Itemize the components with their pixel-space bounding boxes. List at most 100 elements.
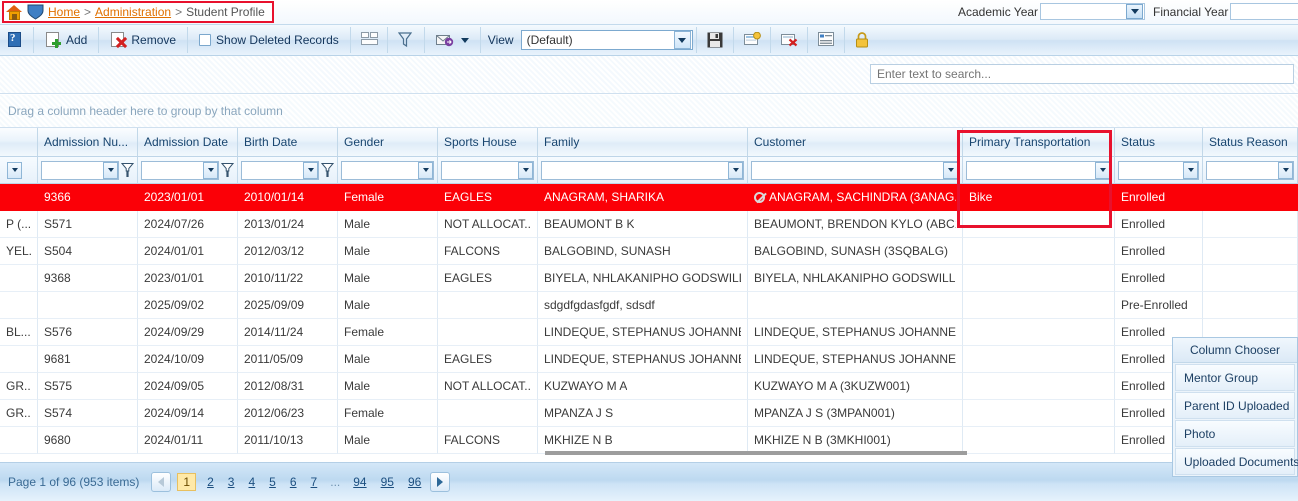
filter-input-8[interactable]: [966, 160, 1111, 180]
table-cell[interactable]: [438, 400, 538, 427]
table-cell[interactable]: Enrolled: [1115, 265, 1203, 292]
page-number-current[interactable]: 1: [177, 473, 197, 491]
funnel-icon[interactable]: [120, 162, 135, 178]
table-cell[interactable]: 2024/01/01: [138, 238, 238, 265]
table-row[interactable]: 9680 2024/01/11 2011/10/13 Male FALCONS MKHIZ…: [0, 427, 1298, 454]
table-row[interactable]: 9366 2023/01/01 2010/01/14 Female EAGLES ANAG…: [0, 184, 1298, 211]
table-cell[interactable]: [1203, 292, 1298, 319]
table-cell[interactable]: Enrolled: [1115, 211, 1203, 238]
table-cell[interactable]: BALGOBIND, SUNASH (3SQBALG): [748, 238, 963, 265]
table-cell[interactable]: BALGOBIND, SUNASH: [538, 238, 748, 265]
table-cell[interactable]: EAGLES: [438, 184, 538, 211]
table-cell[interactable]: YEL...: [0, 238, 38, 265]
filter-dropdown-icon[interactable]: [203, 161, 218, 179]
filter-dropdown-icon[interactable]: [1095, 161, 1110, 179]
table-cell[interactable]: [963, 427, 1115, 454]
table-cell[interactable]: 2024/07/26: [138, 211, 238, 238]
table-cell[interactable]: 9680: [38, 427, 138, 454]
column-chooser-item-parent-id-uploaded[interactable]: Parent ID Uploaded: [1175, 392, 1295, 419]
filter-input-7[interactable]: [751, 160, 959, 180]
table-row[interactable]: GR... S574 2024/09/14 2012/06/23 Female MPANZ…: [0, 400, 1298, 427]
column-chooser-item-uploaded-documents[interactable]: Uploaded Documents: [1175, 448, 1298, 475]
table-cell[interactable]: Bike: [963, 184, 1115, 211]
table-cell[interactable]: Male: [338, 211, 438, 238]
table-cell[interactable]: EAGLES: [438, 265, 538, 292]
table-row[interactable]: 2025/09/02 2025/09/09 Male sdgdfgdasfgdf, s…: [0, 292, 1298, 319]
table-row[interactable]: YEL... S504 2024/01/01 2012/03/12 Male FALCON…: [0, 238, 1298, 265]
table-cell[interactable]: Female: [338, 319, 438, 346]
table-cell[interactable]: [963, 346, 1115, 373]
table-cell[interactable]: 2010/11/22: [238, 265, 338, 292]
table-cell[interactable]: Enrolled: [1115, 238, 1203, 265]
page-number-link[interactable]: 6: [289, 475, 297, 489]
table-cell[interactable]: [963, 292, 1115, 319]
filter-button[interactable]: [391, 27, 421, 53]
column-header-gender[interactable]: Gender: [338, 128, 438, 157]
table-cell[interactable]: 9681: [38, 346, 138, 373]
help-button[interactable]: ?: [0, 27, 30, 53]
column-chooser-item-mentor-group[interactable]: Mentor Group: [1175, 364, 1295, 391]
table-row[interactable]: GR... S575 2024/09/05 2012/08/31 Male NOT ALL…: [0, 373, 1298, 400]
table-cell[interactable]: KUZWAYO M A (3KUZW001): [748, 373, 963, 400]
filter-input-3[interactable]: [241, 160, 319, 180]
table-cell[interactable]: 2010/01/14: [238, 184, 338, 211]
table-cell[interactable]: 2025/09/09: [238, 292, 338, 319]
table-cell[interactable]: [38, 292, 138, 319]
view-select[interactable]: (Default): [520, 30, 693, 50]
column-chooser-item-photo[interactable]: Photo: [1175, 420, 1295, 447]
table-cell[interactable]: 2011/10/13: [238, 427, 338, 454]
table-cell[interactable]: Male: [338, 292, 438, 319]
table-cell[interactable]: Male: [338, 373, 438, 400]
filter-input-2[interactable]: [141, 160, 219, 180]
page-number-link[interactable]: 7: [310, 475, 318, 489]
filter-input-10[interactable]: [1206, 160, 1294, 180]
table-cell[interactable]: [963, 373, 1115, 400]
table-cell[interactable]: Female: [338, 184, 438, 211]
table-cell[interactable]: EAGLES: [438, 346, 538, 373]
table-cell[interactable]: [963, 265, 1115, 292]
breadcrumb-home-link[interactable]: Home: [48, 5, 81, 19]
group-by-panel[interactable]: Drag a column header here to group by th…: [0, 95, 1298, 128]
chevron-down-icon[interactable]: [673, 31, 691, 49]
table-cell[interactable]: Female: [338, 400, 438, 427]
chevron-down-icon[interactable]: [1126, 4, 1144, 19]
table-cell[interactable]: 2012/03/12: [238, 238, 338, 265]
column-header-customer[interactable]: Customer: [748, 128, 963, 157]
table-cell[interactable]: 2023/01/01: [138, 184, 238, 211]
table-cell[interactable]: [748, 292, 963, 319]
detail-view-button[interactable]: [811, 27, 841, 53]
column-header-admission-nu[interactable]: Admission Nu...: [38, 128, 138, 157]
table-row[interactable]: 9681 2024/10/09 2011/05/09 Male EAGLES LINDEQ…: [0, 346, 1298, 373]
table-cell[interactable]: KUZWAYO M A: [538, 373, 748, 400]
table-row[interactable]: 9368 2023/01/01 2010/11/22 Male EAGLES BIYELA…: [0, 265, 1298, 292]
filter-dropdown-icon[interactable]: [418, 161, 433, 179]
table-cell[interactable]: MKHIZE N B (3MKHI001): [748, 427, 963, 454]
column-header-status[interactable]: Status: [1115, 128, 1203, 157]
table-cell[interactable]: Enrolled: [1115, 184, 1203, 211]
table-cell[interactable]: 2013/01/24: [238, 211, 338, 238]
previous-page-button[interactable]: [151, 472, 172, 492]
page-number-link[interactable]: 5: [269, 475, 276, 489]
table-cell[interactable]: [438, 292, 538, 319]
table-cell[interactable]: [1203, 184, 1298, 211]
table-cell[interactable]: 2011/05/09: [238, 346, 338, 373]
table-cell[interactable]: [1203, 238, 1298, 265]
table-cell[interactable]: ANAGRAM, SHARIKA: [538, 184, 748, 211]
filter-dropdown-icon[interactable]: [303, 161, 318, 179]
table-row[interactable]: BL... S576 2024/09/29 2014/11/24 Female LINDE…: [0, 319, 1298, 346]
table-cell[interactable]: BIYELA, NHLAKANIPHO GODSWILL S: [538, 265, 748, 292]
table-cell[interactable]: [0, 292, 38, 319]
filter-dropdown-icon[interactable]: [943, 161, 958, 179]
add-button[interactable]: Add: [37, 27, 95, 53]
shield-icon[interactable]: [27, 4, 44, 20]
column-header-primary-transportation[interactable]: Primary Transportation: [963, 128, 1115, 157]
filter-input-5[interactable]: [441, 160, 534, 180]
table-cell[interactable]: FALCONS: [438, 427, 538, 454]
column-header-family[interactable]: Family: [538, 128, 748, 157]
table-cell[interactable]: 2024/09/14: [138, 400, 238, 427]
filter-input-4[interactable]: [341, 160, 434, 180]
table-cell[interactable]: P (...: [0, 211, 38, 238]
table-cell[interactable]: [963, 238, 1115, 265]
filter-input-9[interactable]: [1118, 160, 1199, 180]
table-cell[interactable]: 2012/06/23: [238, 400, 338, 427]
